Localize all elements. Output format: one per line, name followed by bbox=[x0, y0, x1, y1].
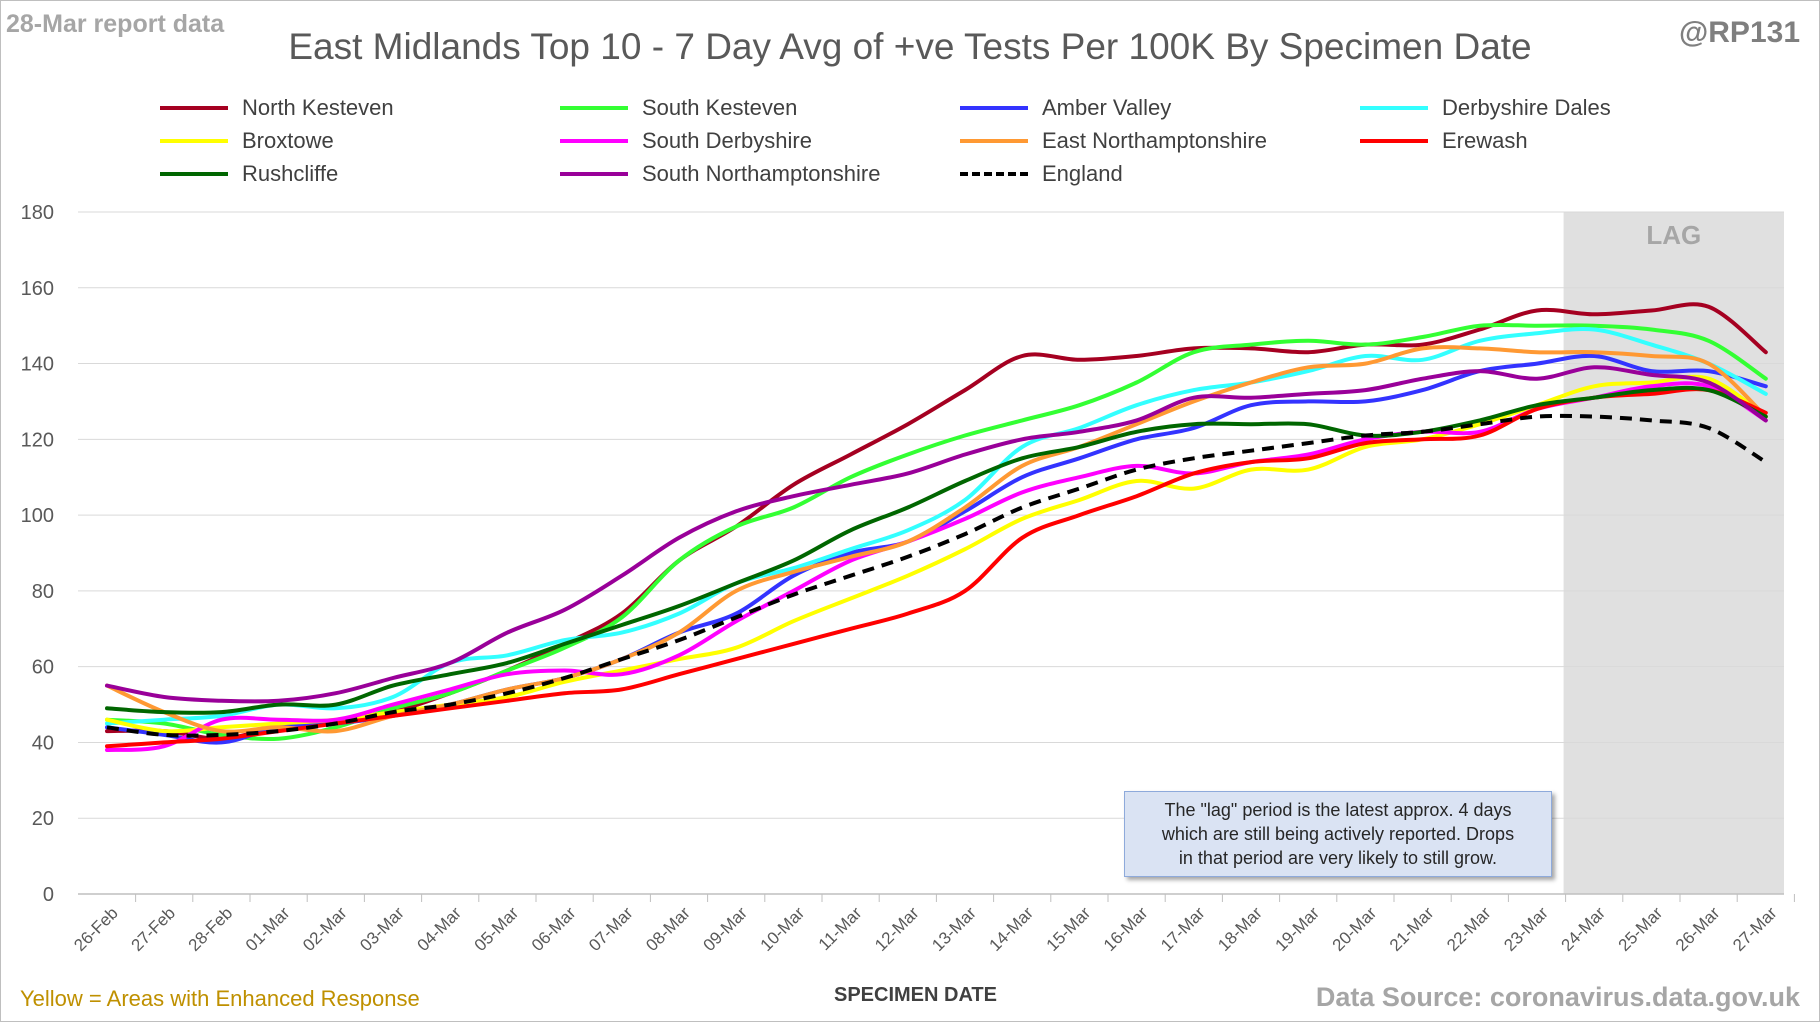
legend-label: Broxtowe bbox=[242, 128, 334, 153]
x-tick-label: 13-Mar bbox=[928, 903, 980, 955]
legend-swatch bbox=[1360, 106, 1428, 110]
x-tick-label: 06-Mar bbox=[528, 903, 580, 955]
lag-note-line: which are still being actively reported.… bbox=[1161, 824, 1515, 844]
y-tick-label: 80 bbox=[32, 581, 54, 603]
legend-label: South Kesteven bbox=[642, 95, 798, 120]
legend-label: South Derbyshire bbox=[642, 128, 812, 153]
series-line-north-kesteven bbox=[105, 302, 1768, 741]
legend-swatch bbox=[560, 172, 628, 176]
series-line-south-derbyshire bbox=[105, 381, 1768, 752]
legend-label: East Northamptonshire bbox=[1042, 128, 1267, 153]
legend-item: North Kesteven bbox=[160, 92, 394, 124]
legend-swatch bbox=[160, 139, 228, 143]
x-tick-label: 27-Mar bbox=[1729, 903, 1781, 955]
report-date: 28-Mar report data bbox=[6, 10, 225, 38]
x-tick-label: 22-Mar bbox=[1443, 903, 1495, 955]
legend-swatch bbox=[960, 106, 1028, 110]
legend-swatch bbox=[1360, 139, 1428, 143]
x-tick-label: 09-Mar bbox=[700, 903, 752, 955]
y-tick-label: 120 bbox=[21, 429, 54, 451]
legend-item: South Northamptonshire bbox=[560, 158, 880, 190]
x-tick-label: 10-Mar bbox=[757, 903, 809, 955]
legend-label: Derbyshire Dales bbox=[1442, 95, 1611, 120]
x-tick-label: 19-Mar bbox=[1272, 903, 1324, 955]
series-line-south-kesteven bbox=[105, 322, 1768, 741]
y-tick-label: 20 bbox=[32, 808, 54, 830]
legend-swatch bbox=[960, 139, 1028, 143]
y-tick-label: 40 bbox=[32, 732, 54, 754]
legend-item: Amber Valley bbox=[960, 92, 1171, 124]
data-source: Data Source: coronavirus.data.gov.uk bbox=[1315, 982, 1800, 1012]
x-tick-label: 17-Mar bbox=[1157, 903, 1209, 955]
x-tick-label: 27-Feb bbox=[127, 903, 179, 955]
x-tick-label: 05-Mar bbox=[471, 903, 523, 955]
legend-label: North Kesteven bbox=[242, 95, 394, 120]
x-tick-label: 16-Mar bbox=[1100, 903, 1152, 955]
x-tick-label: 26-Feb bbox=[70, 903, 122, 955]
y-tick-label: 60 bbox=[32, 657, 54, 679]
lag-note-line: The "lag" period is the latest approx. 4… bbox=[1164, 800, 1512, 820]
legend-swatch bbox=[560, 106, 628, 110]
x-tick-label: 15-Mar bbox=[1043, 903, 1095, 955]
legend-label: South Northamptonshire bbox=[642, 161, 881, 186]
lag-note-line: in that period are very likely to still … bbox=[1178, 848, 1498, 868]
legend-item: England bbox=[960, 158, 1123, 190]
x-tick-label: 08-Mar bbox=[642, 903, 694, 955]
series-line-erewash bbox=[105, 387, 1768, 749]
legend-label: Rushcliffe bbox=[242, 161, 339, 186]
legend-item: South Kesteven bbox=[560, 92, 797, 124]
x-axis-title: SPECIMEN DATE bbox=[834, 984, 997, 1006]
y-tick-label: 180 bbox=[21, 202, 54, 224]
x-tick-label: 28-Feb bbox=[185, 903, 237, 955]
legend-item: Derbyshire Dales bbox=[1360, 92, 1611, 124]
legend-item: Erewash bbox=[1360, 125, 1528, 157]
x-tick-label: 04-Mar bbox=[414, 903, 466, 955]
legend-item: Broxtowe bbox=[160, 125, 334, 157]
y-tick-label: 0 bbox=[43, 884, 54, 906]
series-line-derbyshire-dales bbox=[105, 327, 1768, 726]
legend-swatch bbox=[160, 172, 228, 176]
series-line-east-northamptonshire bbox=[105, 345, 1768, 734]
x-tick-label: 02-Mar bbox=[299, 903, 351, 955]
x-tick-label: 25-Mar bbox=[1615, 903, 1667, 955]
legend-swatch bbox=[560, 139, 628, 143]
x-tick-label: 11-Mar bbox=[815, 903, 866, 954]
chart-title: East Midlands Top 10 - 7 Day Avg of +ve … bbox=[288, 26, 1532, 67]
x-tick-label: 26-Mar bbox=[1672, 903, 1724, 955]
y-tick-label: 100 bbox=[21, 505, 54, 527]
x-tick-label: 12-Mar bbox=[871, 903, 923, 955]
x-tick-label: 24-Mar bbox=[1558, 903, 1610, 955]
legend: North Kesteven South Kesteven Amber Valley… bbox=[160, 92, 1800, 200]
series-line-south-northamptonshire bbox=[105, 365, 1768, 704]
x-tick-label: 18-Mar bbox=[1214, 903, 1266, 955]
legend-swatch bbox=[160, 106, 228, 110]
y-tick-label: 160 bbox=[21, 278, 54, 300]
legend-item: East Northamptonshire bbox=[960, 125, 1267, 157]
lag-label: LAG bbox=[1646, 220, 1701, 250]
legend-label: Erewash bbox=[1442, 128, 1528, 153]
series-line-england bbox=[106, 413, 1767, 738]
x-tick-label: 14-Mar bbox=[986, 903, 1038, 955]
series-line-rushcliffe bbox=[105, 385, 1768, 715]
x-tick-label: 01-Mar bbox=[242, 903, 294, 955]
x-tick-label: 07-Mar bbox=[585, 903, 637, 955]
legend-swatch bbox=[960, 172, 1028, 176]
x-tick-label: 03-Mar bbox=[356, 903, 408, 955]
legend-item: South Derbyshire bbox=[560, 125, 812, 157]
legend-item: Rushcliffe bbox=[160, 158, 338, 190]
enhanced-response-note: Yellow = Areas with Enhanced Response bbox=[20, 986, 420, 1011]
x-tick-label: 20-Mar bbox=[1329, 903, 1381, 955]
y-tick-label: 140 bbox=[21, 354, 54, 376]
author-handle: @RP131 bbox=[1679, 16, 1800, 49]
x-tick-label: 23-Mar bbox=[1500, 903, 1552, 955]
lag-note: The "lag" period is the latest approx. 4… bbox=[1124, 791, 1552, 877]
legend-label: England bbox=[1042, 161, 1123, 186]
series-line-broxtowe bbox=[105, 374, 1768, 734]
legend-label: Amber Valley bbox=[1042, 95, 1172, 120]
x-tick-label: 21-Mar bbox=[1386, 903, 1438, 955]
